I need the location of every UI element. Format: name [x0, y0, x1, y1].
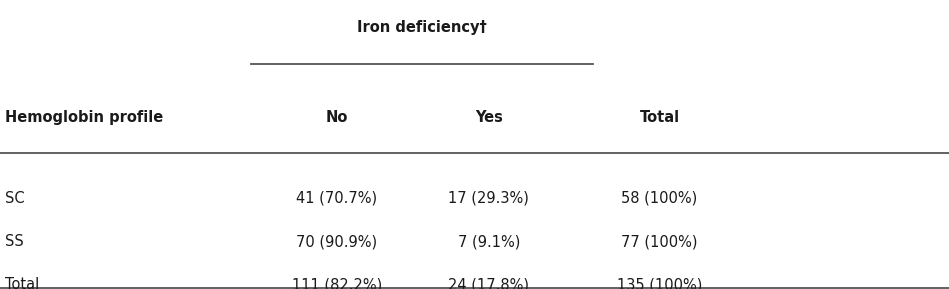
Text: 58 (100%): 58 (100%) — [622, 191, 698, 206]
Text: Yes: Yes — [474, 110, 503, 125]
Text: Iron deficiency†: Iron deficiency† — [358, 20, 487, 35]
Text: SS: SS — [5, 234, 24, 249]
Text: SC: SC — [5, 191, 25, 206]
Text: Total: Total — [5, 277, 39, 289]
Text: 111 (82.2%): 111 (82.2%) — [291, 277, 382, 289]
Text: 77 (100%): 77 (100%) — [622, 234, 698, 249]
Text: Hemoglobin profile: Hemoglobin profile — [5, 110, 163, 125]
Text: 24 (17.8%): 24 (17.8%) — [448, 277, 530, 289]
Text: 41 (70.7%): 41 (70.7%) — [296, 191, 378, 206]
Text: 7 (9.1%): 7 (9.1%) — [457, 234, 520, 249]
Text: No: No — [326, 110, 348, 125]
Text: Total: Total — [640, 110, 679, 125]
Text: 17 (29.3%): 17 (29.3%) — [448, 191, 530, 206]
Text: 70 (90.9%): 70 (90.9%) — [296, 234, 378, 249]
Text: 135 (100%): 135 (100%) — [617, 277, 702, 289]
